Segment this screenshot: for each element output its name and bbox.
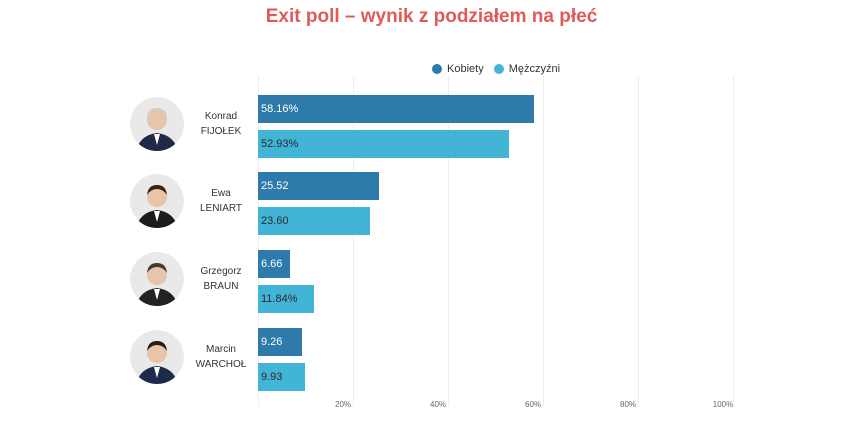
bar-mezczyzni[interactable]: [258, 285, 315, 313]
gridline: [638, 76, 639, 406]
candidate-avatar: [130, 252, 184, 306]
legend-item-mezczyzni[interactable]: Mężczyźni: [493, 63, 561, 75]
x-tick-label: 40%: [429, 400, 447, 409]
bar-kobiety[interactable]: [258, 250, 290, 278]
x-tick-label: 20%: [334, 400, 352, 409]
bar-value-label: 25.52: [261, 180, 289, 192]
bar-value-label: 11.84%: [261, 293, 298, 305]
candidate-name: Grzegorz BRAUN: [188, 264, 254, 294]
x-tick-label: 60%: [524, 400, 542, 409]
bar-kobiety[interactable]: [258, 328, 302, 356]
bar-value-label: 9.93: [261, 371, 283, 383]
legend-swatch-kobiety: [432, 64, 442, 74]
candidate-first-name: Ewa: [211, 188, 231, 199]
candidate-first-name: Konrad: [204, 111, 238, 122]
gridline: [543, 76, 544, 406]
bar-mezczyzni[interactable]: [258, 130, 510, 158]
candidate-avatar: [130, 97, 184, 151]
candidate-avatar: [130, 174, 184, 228]
bar-value-label: 6.66: [261, 258, 283, 270]
bar-value-label: 9.26: [261, 336, 283, 348]
candidate-avatar: [130, 330, 184, 384]
bar-kobiety[interactable]: [258, 172, 380, 200]
candidate-first-name: Marcin: [205, 344, 236, 355]
legend-swatch-mezczyzni: [493, 64, 504, 74]
legend-label-mezczyzni: Mężczyźni: [508, 63, 561, 75]
gridline: [733, 76, 734, 406]
candidate-last-name: LENIART: [199, 203, 243, 214]
candidate-name: Marcin WARCHOŁ: [188, 342, 254, 372]
gridline: [258, 76, 259, 406]
candidate-name: Ewa LENIART: [188, 186, 254, 216]
legend: Kobiety Mężczyźni: [432, 61, 560, 77]
bar-kobiety[interactable]: [258, 95, 535, 123]
candidate-last-name: FIJOŁEK: [200, 126, 242, 137]
candidate-last-name: BRAUN: [203, 281, 239, 292]
bar-value-label: 58.16%: [261, 103, 299, 115]
candidate-name: Konrad FIJOŁEK: [188, 109, 254, 139]
x-tick-label: 80%: [619, 400, 637, 409]
legend-label-kobiety: Kobiety: [447, 63, 484, 75]
x-tick-label: 100%: [712, 400, 734, 409]
gridline: [353, 76, 354, 406]
bar-mezczyzni[interactable]: [258, 363, 306, 391]
chart-title: Exit poll – wynik z podziałem na płeć: [265, 6, 598, 27]
gridline: [448, 76, 449, 406]
bar-mezczyzni[interactable]: [258, 207, 371, 235]
bar-value-label: 52.93%: [261, 138, 299, 150]
legend-item-kobiety[interactable]: Kobiety: [432, 63, 484, 75]
bar-value-label: 23.60: [261, 215, 289, 227]
candidate-first-name: Grzegorz: [200, 266, 242, 277]
candidate-last-name: WARCHOŁ: [195, 359, 247, 370]
